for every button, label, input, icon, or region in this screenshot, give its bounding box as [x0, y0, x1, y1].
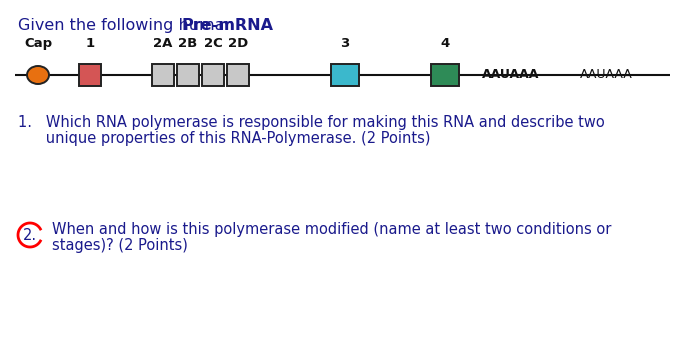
Bar [227, 64, 249, 86]
Bar [331, 64, 359, 86]
Text: 2C: 2C [203, 37, 222, 50]
Bar [79, 64, 101, 86]
Text: 3: 3 [340, 37, 349, 50]
Text: 2D: 2D [228, 37, 248, 50]
Text: unique properties of this RNA-Polymerase. (2 Points): unique properties of this RNA-Polymerase… [18, 131, 430, 146]
Text: Cap: Cap [24, 37, 52, 50]
Text: stages)? (2 Points): stages)? (2 Points) [52, 238, 188, 253]
Text: 1.   Which RNA polymerase is responsible for making this RNA and describe two: 1. Which RNA polymerase is responsible f… [18, 115, 605, 130]
Text: 2A: 2A [154, 37, 173, 50]
Text: Pre-mRNA: Pre-mRNA [182, 18, 274, 33]
Bar [152, 64, 174, 86]
Text: 2B: 2B [179, 37, 198, 50]
Text: 2.: 2. [23, 228, 37, 242]
Text: Given the following human: Given the following human [18, 18, 240, 33]
Bar [177, 64, 199, 86]
Bar [202, 64, 224, 86]
Bar [431, 64, 459, 86]
Text: When and how is this polymerase modified (name at least two conditions or: When and how is this polymerase modified… [52, 222, 611, 237]
Text: 4: 4 [440, 37, 450, 50]
Text: 1: 1 [85, 37, 95, 50]
Text: AAUAAA: AAUAAA [580, 69, 632, 82]
Ellipse shape [27, 66, 49, 84]
Text: AAUAAA: AAUAAA [482, 69, 539, 82]
